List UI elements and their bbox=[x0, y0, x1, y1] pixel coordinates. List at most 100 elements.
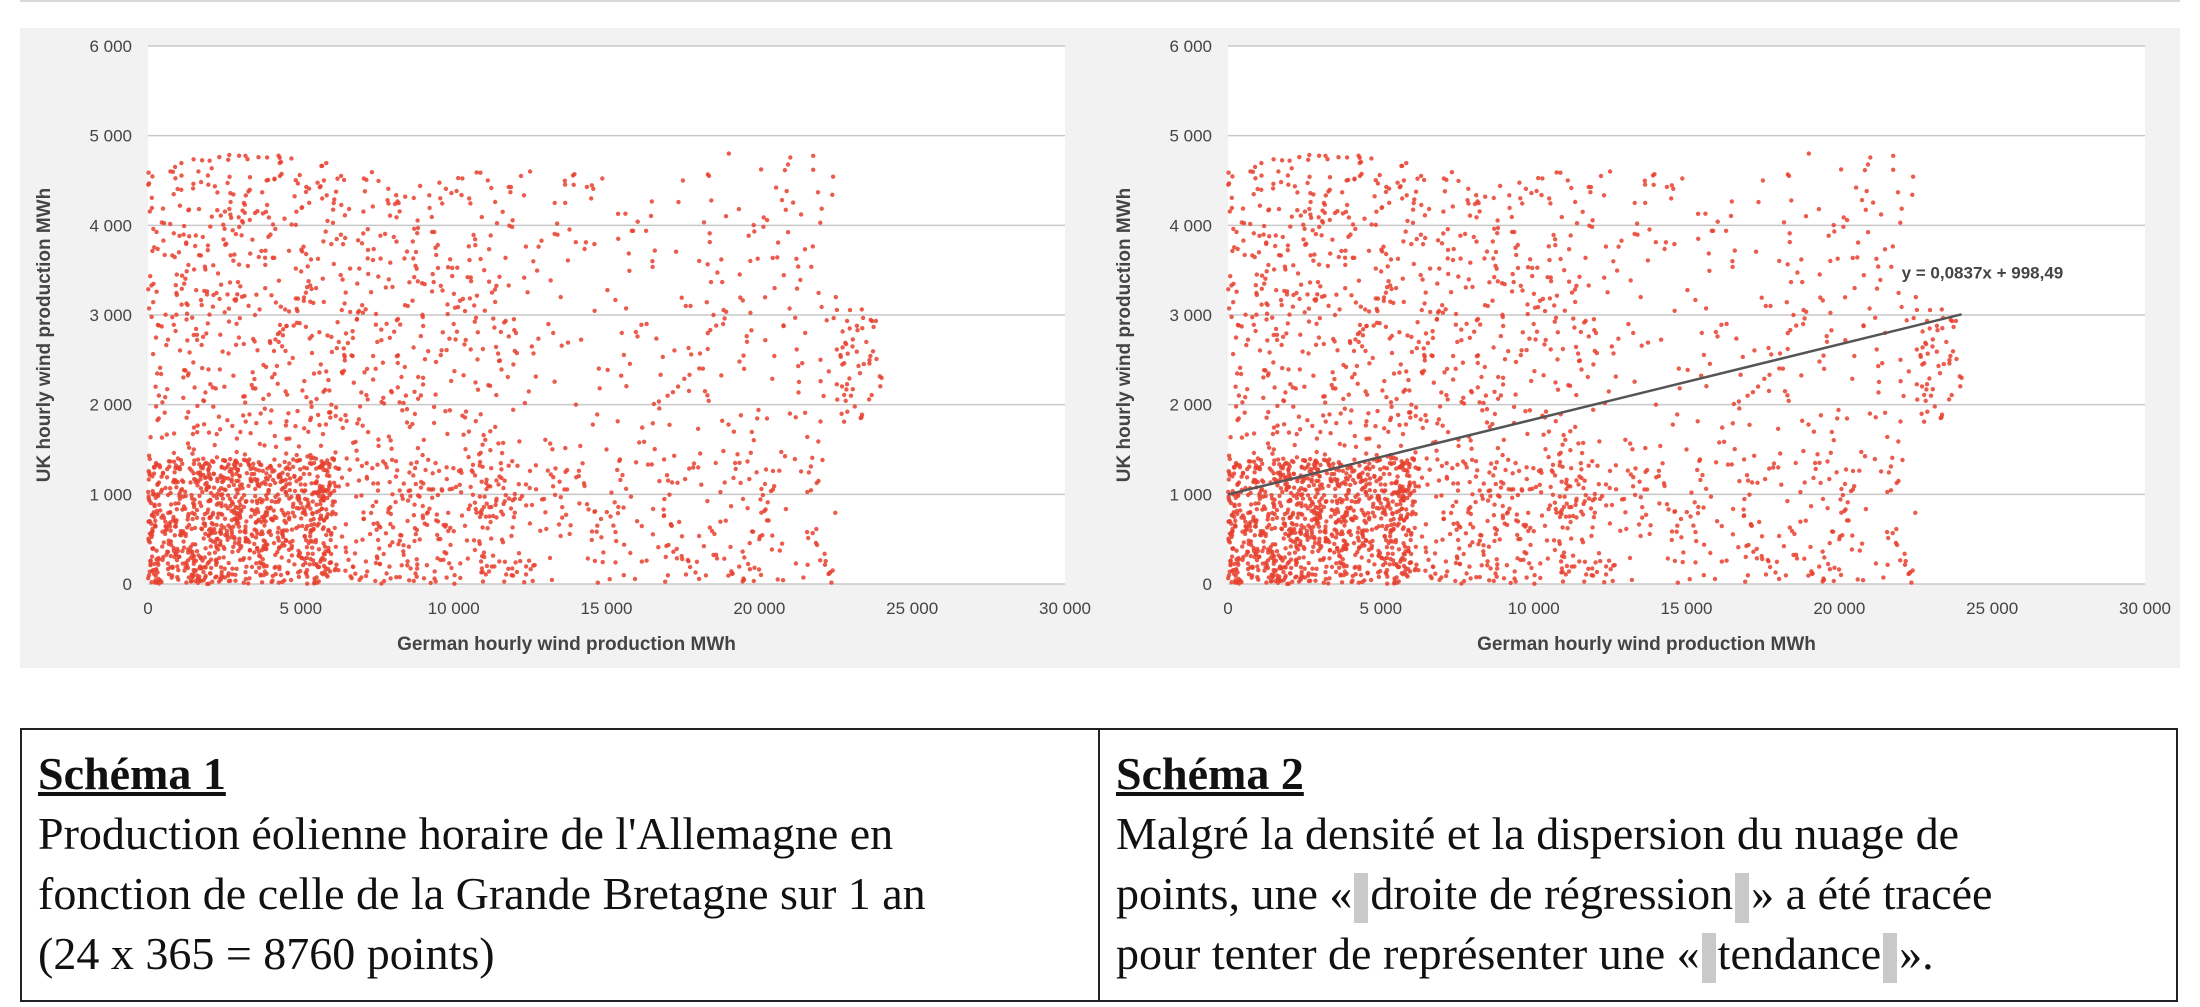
data-point bbox=[1376, 506, 1382, 511]
data-point bbox=[1235, 417, 1240, 423]
data-point bbox=[1546, 244, 1551, 249]
data-point bbox=[317, 185, 322, 190]
data-point bbox=[484, 486, 489, 492]
data-point bbox=[519, 493, 525, 499]
data-point bbox=[509, 224, 515, 230]
data-point bbox=[683, 303, 688, 309]
data-point bbox=[196, 169, 201, 174]
data-point bbox=[359, 241, 365, 246]
data-point bbox=[1427, 467, 1432, 472]
data-point bbox=[277, 322, 283, 328]
data-point bbox=[1785, 393, 1790, 398]
data-point bbox=[850, 337, 855, 342]
data-point bbox=[1309, 477, 1314, 482]
data-point bbox=[1291, 485, 1297, 490]
data-point bbox=[431, 404, 437, 410]
data-point bbox=[818, 558, 823, 563]
data-point bbox=[304, 395, 309, 400]
data-point bbox=[794, 286, 800, 291]
data-point bbox=[473, 506, 478, 512]
data-point bbox=[1290, 579, 1295, 584]
data-point bbox=[506, 334, 511, 339]
data-point bbox=[698, 451, 703, 456]
data-point bbox=[472, 237, 478, 242]
data-point bbox=[480, 464, 485, 469]
data-point bbox=[196, 206, 202, 212]
data-point bbox=[189, 493, 194, 498]
data-point bbox=[1882, 247, 1888, 252]
data-point bbox=[287, 476, 293, 481]
data-point bbox=[324, 369, 329, 374]
data-point bbox=[225, 180, 230, 186]
data-point bbox=[1390, 551, 1395, 556]
data-point bbox=[410, 239, 415, 244]
data-point bbox=[1861, 323, 1866, 329]
data-point bbox=[669, 480, 675, 485]
data-point bbox=[370, 503, 375, 509]
data-point bbox=[1289, 214, 1294, 219]
data-point bbox=[364, 461, 369, 466]
data-point bbox=[192, 511, 197, 517]
data-point bbox=[559, 343, 564, 348]
data-point bbox=[1455, 481, 1461, 486]
data-point bbox=[146, 287, 151, 292]
data-point bbox=[328, 415, 333, 420]
data-point bbox=[225, 506, 230, 511]
data-point bbox=[272, 255, 277, 260]
data-point bbox=[494, 498, 499, 504]
data-point bbox=[1645, 258, 1651, 263]
data-point bbox=[1476, 542, 1481, 547]
data-point bbox=[236, 511, 241, 517]
data-point bbox=[1591, 515, 1597, 520]
data-point bbox=[1467, 213, 1473, 218]
data-point bbox=[1380, 388, 1385, 393]
data-point bbox=[496, 482, 501, 487]
data-point bbox=[861, 361, 866, 367]
data-point bbox=[1706, 251, 1711, 256]
data-point bbox=[407, 578, 412, 583]
data-point bbox=[1332, 476, 1337, 482]
data-point bbox=[352, 551, 358, 556]
data-point bbox=[254, 561, 259, 566]
data-point bbox=[1329, 564, 1335, 570]
data-point bbox=[363, 307, 368, 312]
data-point bbox=[260, 190, 265, 195]
data-point bbox=[1364, 323, 1369, 329]
data-point bbox=[493, 344, 499, 350]
data-point bbox=[284, 482, 289, 487]
data-point bbox=[1298, 282, 1304, 287]
data-point bbox=[1460, 360, 1466, 365]
data-point bbox=[650, 421, 655, 426]
data-point bbox=[226, 571, 231, 576]
data-point bbox=[1240, 206, 1246, 211]
data-point bbox=[843, 341, 849, 347]
data-point bbox=[815, 190, 821, 195]
data-point bbox=[803, 330, 808, 336]
data-point bbox=[451, 321, 456, 327]
data-point bbox=[238, 429, 243, 435]
data-point bbox=[1318, 462, 1323, 468]
data-point bbox=[305, 574, 310, 579]
data-point bbox=[276, 580, 281, 585]
data-point bbox=[309, 350, 315, 356]
data-point bbox=[1590, 566, 1595, 571]
data-point bbox=[1298, 542, 1303, 547]
data-point bbox=[1352, 514, 1357, 519]
data-point bbox=[578, 337, 584, 342]
data-point bbox=[818, 379, 823, 384]
data-point bbox=[1876, 379, 1882, 385]
data-point bbox=[1296, 579, 1302, 584]
data-point bbox=[155, 570, 160, 575]
data-point bbox=[412, 526, 418, 531]
data-point bbox=[1559, 553, 1565, 559]
data-point bbox=[529, 344, 534, 349]
data-point bbox=[190, 549, 195, 555]
data-point bbox=[700, 366, 706, 371]
data-point bbox=[1886, 470, 1892, 475]
data-point bbox=[226, 476, 231, 481]
data-point bbox=[1305, 537, 1310, 542]
data-point bbox=[244, 564, 249, 569]
data-point bbox=[293, 178, 298, 183]
data-point bbox=[720, 418, 725, 423]
data-point bbox=[1239, 220, 1244, 225]
